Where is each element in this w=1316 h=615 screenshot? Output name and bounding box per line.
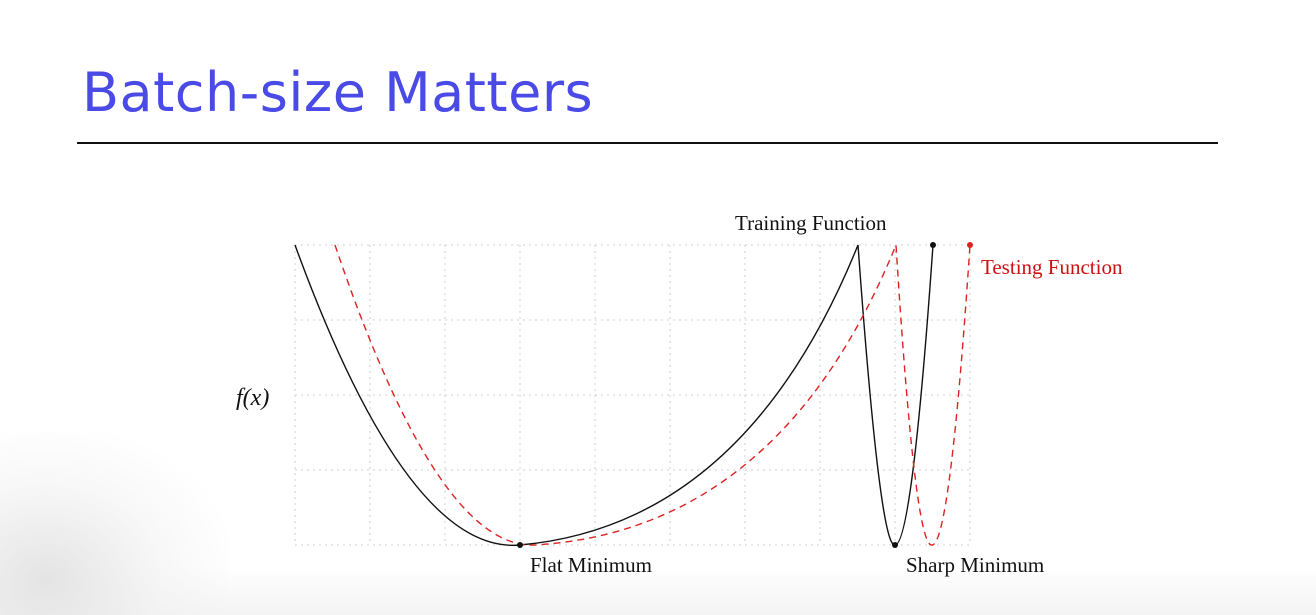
title-divider: [77, 142, 1218, 144]
training-function-end-point: [930, 242, 936, 248]
sharp-minimum-point: [892, 542, 898, 548]
slide-title: Batch-size Matters: [82, 61, 594, 124]
testing-function-label: Testing Function: [981, 255, 1123, 279]
testing-function-curve: [334, 244, 971, 546]
background-smudge: [0, 430, 230, 615]
training-function-label: Training Function: [735, 211, 887, 235]
grid: [294, 244, 971, 546]
testing-function-end-point: [967, 242, 973, 248]
flat-minimum-label: Flat Minimum: [530, 553, 652, 577]
sharp-minimum-label: Sharp Minimum: [906, 553, 1044, 577]
flat-minimum-point: [517, 542, 523, 548]
y-axis-label: f(x): [236, 385, 269, 411]
training-function-curve: [294, 244, 934, 546]
